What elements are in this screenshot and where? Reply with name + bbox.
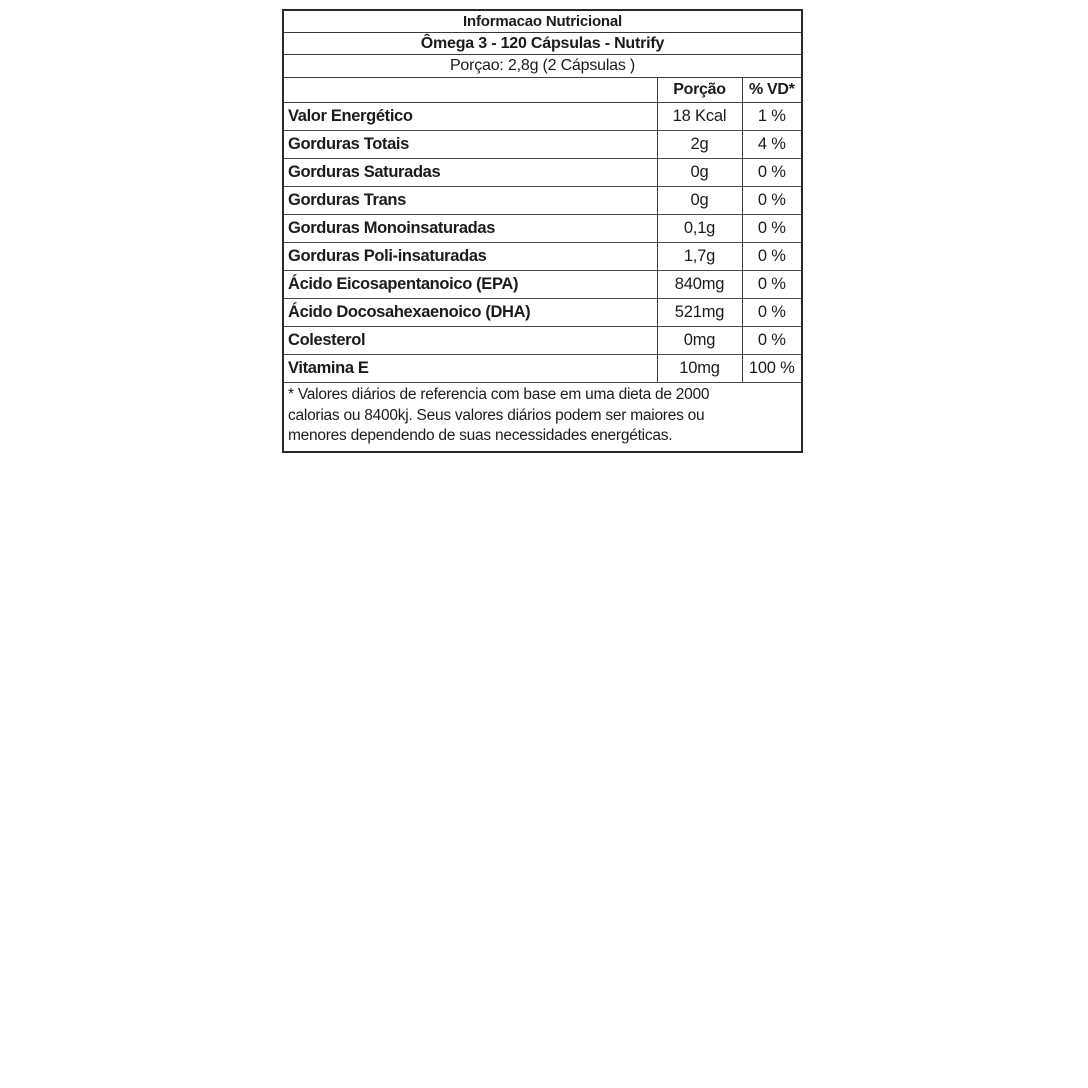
table-row: Ácido Eicosapentanoico (EPA) 840mg 0 % [284, 270, 802, 299]
nutrient-portion: 0g [656, 186, 742, 215]
nutrient-daily-value: 0 % [741, 186, 802, 215]
nutrient-portion: 1,7g [656, 242, 742, 271]
table-row: Ácido Docosahexaenoico (DHA) 521mg 0 % [284, 298, 802, 327]
table-row: Gorduras Monoinsaturadas 0,1g 0 % [284, 214, 802, 243]
nutrient-portion: 521mg [656, 298, 742, 327]
column-header-nutrient [284, 77, 657, 103]
nutrient-portion: 2g [656, 130, 742, 159]
nutrient-daily-value: 0 % [741, 326, 802, 355]
nutrition-facts-table: Informacao Nutricional Ômega 3 - 120 Cáp… [284, 11, 802, 451]
column-header-daily-value: % VD* [741, 77, 802, 103]
nutrient-label: Ácido Docosahexaenoico (DHA) [284, 298, 657, 327]
table-row: Gorduras Saturadas 0g 0 % [284, 158, 802, 187]
nutrient-daily-value: 0 % [741, 298, 802, 327]
panel-title: Informacao Nutricional [284, 11, 802, 33]
nutrient-label: Vitamina E [284, 354, 657, 383]
nutrient-label: Gorduras Poli-insaturadas [284, 242, 657, 271]
nutrient-daily-value: 0 % [741, 158, 802, 187]
nutrient-portion: 18 Kcal [656, 102, 742, 131]
footnote-line-2: calorias ou 8400kj. Seus valores diários… [288, 406, 705, 424]
nutrient-label: Gorduras Monoinsaturadas [284, 214, 657, 243]
nutrient-daily-value: 100 % [741, 354, 802, 383]
table-row: Gorduras Totais 2g 4 % [284, 130, 802, 159]
nutrient-label: Gorduras Totais [284, 130, 657, 159]
nutrient-daily-value: 0 % [741, 242, 802, 271]
nutrient-label: Valor Energético [284, 102, 657, 131]
nutrient-label: Colesterol [284, 326, 657, 355]
footnote: * Valores diários de referencia com base… [284, 383, 801, 451]
product-name-row: Ômega 3 - 120 Cápsulas - Nutrify [284, 32, 802, 55]
footnote-line-3: menores dependendo de suas necessidades … [288, 427, 673, 445]
nutrient-daily-value: 1 % [741, 102, 802, 131]
nutrient-portion: 0g [656, 158, 742, 187]
serving-size-row: Porçao: 2,8g (2 Cápsulas ) [284, 54, 802, 78]
nutrient-portion: 0,1g [656, 214, 742, 243]
nutrient-daily-value: 0 % [741, 270, 802, 299]
table-row: Valor Energético 18 Kcal 1 % [284, 102, 802, 131]
nutrient-label: Gorduras Trans [284, 186, 657, 215]
table-row: Gorduras Poli-insaturadas 1,7g 0 % [284, 242, 802, 271]
panel-title-row: Informacao Nutricional [284, 11, 802, 33]
column-header-portion: Porção [656, 77, 742, 103]
nutrient-label: Ácido Eicosapentanoico (EPA) [284, 270, 657, 299]
footnote-line-1: * Valores diários de referencia com base… [288, 386, 710, 403]
serving-size: Porçao: 2,8g (2 Cápsulas ) [284, 54, 802, 78]
table-row: Gorduras Trans 0g 0 % [284, 186, 802, 215]
nutrient-daily-value: 4 % [741, 130, 802, 159]
nutrition-facts-panel: Informacao Nutricional Ômega 3 - 120 Cáp… [282, 9, 803, 453]
product-name: Ômega 3 - 120 Cápsulas - Nutrify [284, 32, 802, 55]
nutrient-portion: 0mg [656, 326, 742, 355]
nutrient-daily-value: 0 % [741, 214, 802, 243]
table-row: Colesterol 0mg 0 % [284, 326, 802, 355]
column-header-row: Porção % VD* [284, 77, 802, 103]
table-row: Vitamina E 10mg 100 % [284, 354, 802, 383]
footnote-row: * Valores diários de referencia com base… [284, 383, 801, 451]
nutrient-portion: 10mg [656, 354, 742, 383]
nutrient-portion: 840mg [656, 270, 742, 299]
nutrient-label: Gorduras Saturadas [284, 158, 657, 187]
table-body: Informacao Nutricional Ômega 3 - 120 Cáp… [284, 11, 802, 451]
